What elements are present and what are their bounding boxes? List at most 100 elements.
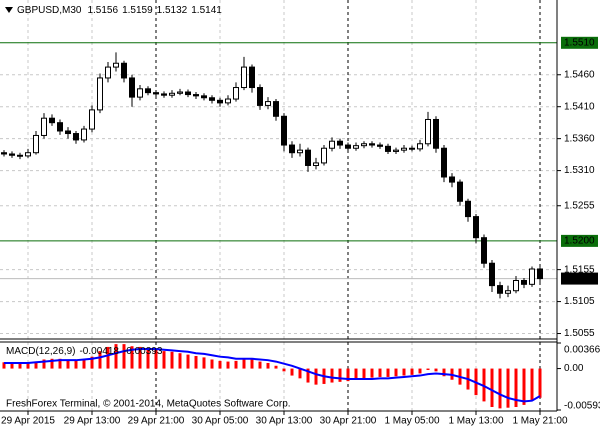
candle-body xyxy=(249,66,255,89)
x-tick-label: 30 Apr 21:00 xyxy=(320,416,377,427)
macd-bar xyxy=(74,360,78,369)
y-tick-label: 1.5460 xyxy=(564,69,595,80)
y-tick-label: 1.5255 xyxy=(564,200,595,211)
candle-body xyxy=(121,62,127,79)
macd-header: MACD(12,26,9) -0.00418 -0.00393 xyxy=(6,346,163,357)
macd-bar xyxy=(370,368,374,378)
x-tick-label: 29 Apr 2015 xyxy=(1,416,55,427)
candle-body xyxy=(1,152,7,155)
y-tick-label: 0.00 xyxy=(564,363,584,374)
macd-bar xyxy=(378,368,382,377)
candle-body xyxy=(289,144,295,154)
y-tick-label: 1.5155 xyxy=(564,264,595,275)
candle-body xyxy=(521,279,527,285)
macd-bar xyxy=(186,354,190,369)
candle-body xyxy=(17,154,23,157)
candle-body xyxy=(241,66,247,89)
symbol: GBPUSD,M30 xyxy=(17,5,82,16)
macd-bar xyxy=(490,368,494,407)
macd-bar xyxy=(130,346,134,369)
macd-bar xyxy=(266,362,270,369)
candle-body xyxy=(505,290,511,294)
candle-body xyxy=(89,109,95,130)
candle-body xyxy=(185,91,191,96)
candle-body xyxy=(145,88,151,94)
macd-bar xyxy=(66,359,70,369)
candle-body xyxy=(201,95,207,99)
candle-body xyxy=(337,140,343,146)
y-tick-label: 1.5360 xyxy=(564,133,595,144)
candle-body xyxy=(513,279,519,292)
candle-body xyxy=(361,143,367,147)
candle-body xyxy=(65,130,71,135)
candle-body xyxy=(345,144,351,149)
y-tick-label: 1.5055 xyxy=(564,328,595,339)
candle-body xyxy=(257,87,263,106)
macd-bar xyxy=(138,346,142,369)
footer: FreshForex Terminal, © 2001-2014, MetaQu… xyxy=(6,399,291,410)
candle-body xyxy=(417,143,423,150)
y-tick-label: 1.5105 xyxy=(564,296,595,307)
close-value: 1.5141 xyxy=(191,5,222,16)
candle-body xyxy=(409,147,415,150)
candle-body xyxy=(41,117,47,136)
macd-bar xyxy=(410,368,414,375)
macd-bar xyxy=(274,365,278,369)
candle-body xyxy=(353,145,359,149)
candle-body xyxy=(161,93,167,96)
candle-body xyxy=(297,149,303,154)
macd-bar xyxy=(418,368,422,374)
macd-bar xyxy=(306,368,310,383)
candle-body xyxy=(265,101,271,106)
candle-body xyxy=(441,147,447,178)
candle-body xyxy=(489,262,495,287)
x-tick-label: 30 Apr 13:00 xyxy=(256,416,313,427)
macd-bar xyxy=(426,368,430,370)
collapse-icon[interactable] xyxy=(5,7,13,13)
x-tick-label: 29 Apr 21:00 xyxy=(128,416,185,427)
candle-body xyxy=(25,152,31,157)
macd-bar xyxy=(442,368,446,377)
candle-body xyxy=(49,117,55,124)
macd-bar xyxy=(290,368,294,376)
macd-bar xyxy=(2,362,6,369)
candle-body xyxy=(273,101,279,117)
candle-body xyxy=(465,200,471,218)
candle-body xyxy=(433,118,439,149)
candle-body xyxy=(73,133,79,141)
candle-body xyxy=(233,87,239,100)
candle-body xyxy=(153,92,159,95)
x-tick-label: 29 Apr 13:00 xyxy=(64,416,121,427)
signal-line xyxy=(4,348,541,403)
x-tick-label: 30 Apr 05:00 xyxy=(192,416,249,427)
candle-body xyxy=(321,147,327,164)
macd-bar xyxy=(26,362,30,369)
candle-body xyxy=(193,94,199,97)
macd-bar xyxy=(114,344,118,369)
candle-body xyxy=(225,98,231,104)
macd-bar xyxy=(98,351,102,369)
macd-bar xyxy=(258,361,262,369)
macd-bar xyxy=(250,358,254,369)
macd-bar xyxy=(314,368,318,385)
macd-bar xyxy=(18,362,22,369)
candle-body xyxy=(281,115,287,146)
candle-body xyxy=(473,216,479,239)
macd-bar xyxy=(42,359,46,369)
candle-body xyxy=(209,97,215,101)
candle-body xyxy=(177,91,183,94)
macd-bar xyxy=(146,348,150,369)
candle-body xyxy=(425,118,431,145)
indicator-name: MACD(12,26,9) xyxy=(6,346,75,357)
candle-body xyxy=(81,128,87,141)
macd-bar xyxy=(106,346,110,369)
candle-body xyxy=(393,149,399,152)
low-value: 1.5132 xyxy=(157,5,188,16)
macd-bar xyxy=(538,368,542,398)
level-label: 1.5200 xyxy=(564,236,595,247)
macd-bar xyxy=(58,358,62,369)
macd-bar xyxy=(402,368,406,376)
macd-bar xyxy=(10,362,14,369)
